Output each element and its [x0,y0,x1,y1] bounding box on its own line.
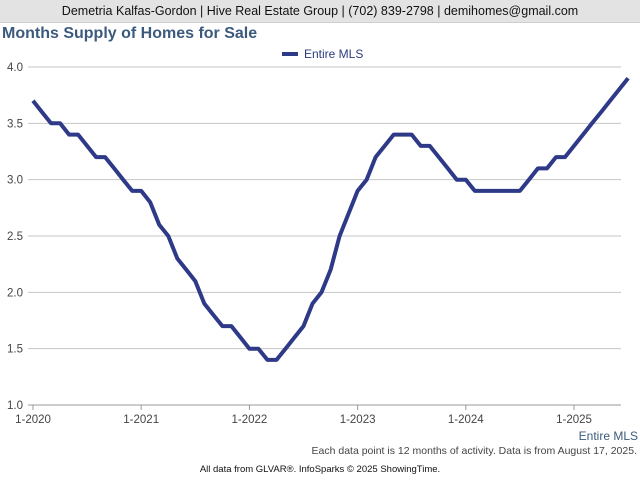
x-axis: 1-2020 1-2021 1-2022 1-2023 1-2024 1-2025 [15,404,621,426]
series-line [31,77,630,362]
agent-contact-header: Demetria Kalfas-Gordon | Hive Real Estat… [0,0,640,23]
series-label: Entire MLS [578,429,638,443]
series-layer [31,77,630,362]
y-tick-label: 1.0 [7,400,23,412]
legend-swatch [282,51,298,56]
data-note: Each data point is 12 months of activity… [311,445,638,457]
gridlines [28,66,621,406]
y-tick-label: 3.5 [7,118,23,130]
y-axis-ticks: 1.0 1.5 2.0 2.5 3.0 3.5 4.0 [7,62,23,412]
y-tick-label: 2.5 [7,231,23,243]
x-tick-label: 1-2025 [556,414,592,426]
x-tick-label: 1-2021 [123,414,159,426]
chart-title: Months Supply of Homes for Sale [2,25,258,42]
x-tick-label: 1-2023 [340,414,376,426]
x-tick-label: 1-2020 [15,414,51,426]
x-tick-label: 1-2022 [231,414,267,426]
y-tick-label: 4.0 [7,62,23,74]
footer-credit: All data from GLVAR®. InfoSparks © 2025 … [199,464,441,475]
chart-legend[interactable]: Entire MLS [282,47,363,61]
y-tick-label: 2.0 [7,287,23,299]
y-tick-label: 1.5 [7,344,23,356]
legend-label: Entire MLS [304,47,364,61]
x-tick-label: 1-2024 [448,414,484,426]
y-tick-label: 3.0 [7,175,23,187]
